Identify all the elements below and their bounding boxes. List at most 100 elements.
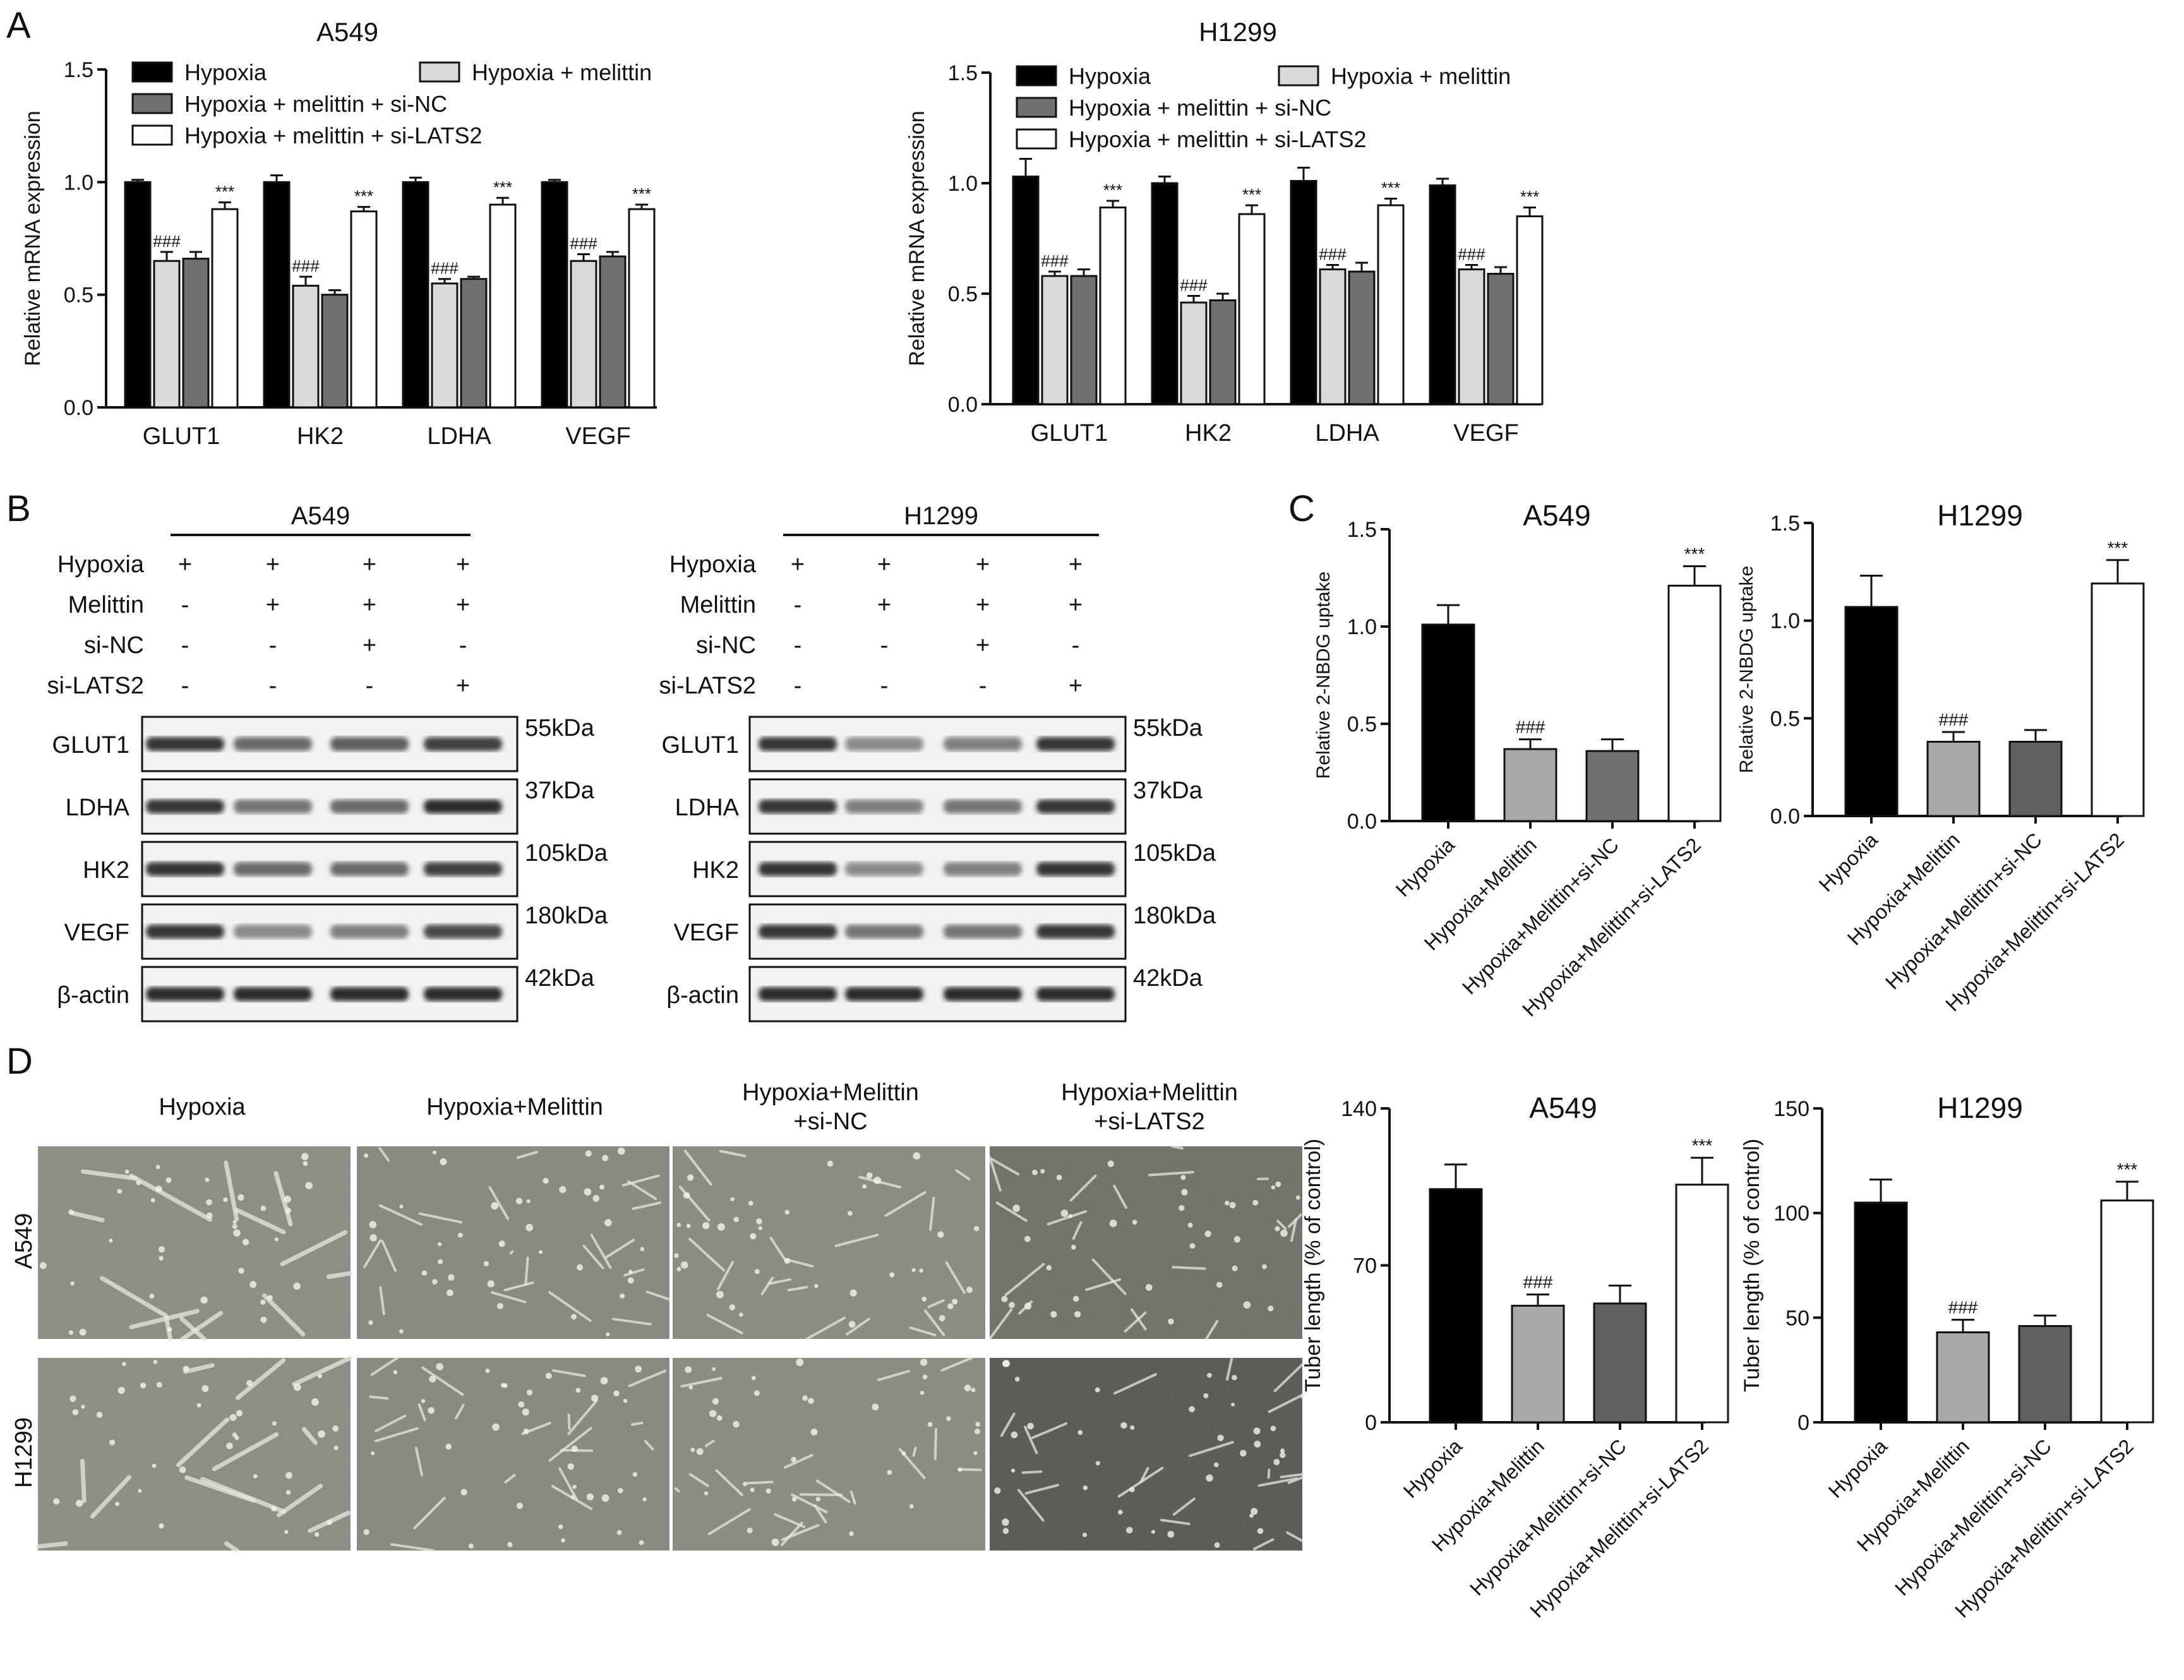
cell-network-strand (1117, 1467, 1164, 1498)
legend-swatch (1016, 128, 1057, 150)
bar (570, 260, 597, 409)
cell-network-strand (783, 1454, 813, 1469)
cell-dot (457, 1232, 463, 1238)
cell-dot (155, 1165, 160, 1170)
cell-dot (253, 1474, 258, 1479)
cell-dot (919, 1268, 923, 1273)
cell-dot (716, 1415, 723, 1421)
significance-mark: *** (2117, 1160, 2138, 1179)
bar (628, 208, 656, 409)
cell-network-strand (706, 1314, 743, 1335)
cell-dot (153, 1360, 158, 1364)
cell-network-strand (200, 1477, 287, 1515)
x-tick-label: GLUT1 (143, 423, 220, 450)
cell-network-strand (1047, 1210, 1087, 1226)
cell-network-strand (927, 1299, 945, 1309)
cell-dot (81, 1405, 85, 1409)
cell-dot (274, 1237, 279, 1242)
cell-dot (1040, 1168, 1045, 1174)
cell-dot (1024, 1235, 1031, 1242)
cell-dot (1213, 1462, 1219, 1467)
cell-dot (69, 1395, 76, 1402)
cell-dot (758, 1226, 763, 1230)
cell-dot (753, 1390, 760, 1396)
x-tick-label: Hypoxia+Melittin+si-NC (1890, 1434, 2056, 1600)
y-tick-label: 140 (1341, 1097, 1377, 1121)
cell-dot (739, 1312, 743, 1317)
cell-dot (1107, 1160, 1114, 1167)
cell-dot (492, 1423, 500, 1431)
condition-mark: + (976, 551, 990, 578)
cell-dot (272, 1421, 277, 1426)
cell-dot (686, 1223, 691, 1228)
cell-network-strand (378, 1147, 390, 1162)
legend-swatch (1016, 65, 1057, 87)
cell-network-strand (488, 1185, 509, 1220)
cell-network-strand (414, 1446, 424, 1477)
protein-label: LDHA (66, 795, 130, 821)
cell-dot (371, 1451, 375, 1456)
cell-network-strand (933, 1428, 937, 1460)
cell-dot (1243, 1301, 1251, 1309)
cell-dot (1257, 1528, 1264, 1534)
x-tick-label: Hypoxia+Melittin+si-NC (1458, 833, 1623, 999)
condition-mark: + (456, 592, 470, 618)
cell-network-strand (688, 1473, 709, 1487)
chart-c-h1299: H1299 Relative 2-NBDG uptake 0.0 0.5 1.0 1.5 H… (1736, 499, 2145, 1016)
cell-network-strand (716, 1261, 735, 1290)
micrograph-column-header: Hypoxia+Melittin (1061, 1079, 1238, 1106)
bar (182, 258, 210, 409)
cell-dot (748, 1201, 753, 1206)
cell-network-strand (816, 1479, 851, 1503)
cell-dot (333, 1445, 339, 1451)
cell-network-strand (877, 1369, 910, 1381)
bar (2018, 1325, 2072, 1424)
cell-dot (849, 1289, 857, 1297)
bar (541, 181, 568, 409)
chart-d-a549: A549 Tuber length (% of control) 0 70 140 Hyp… (1301, 1091, 1729, 1622)
bar (1209, 299, 1237, 405)
cell-network-strand (644, 1440, 654, 1451)
cell-dot (76, 1499, 83, 1507)
bar (2008, 740, 2063, 817)
legend-label: Hypoxia + melittin (472, 59, 652, 85)
cell-dot (285, 1490, 291, 1495)
cell-dot (1132, 1220, 1137, 1225)
cell-network-strand (1024, 1484, 1059, 1495)
cell-dot (399, 1329, 404, 1334)
cell-dot (973, 1451, 978, 1455)
cell-dot (957, 1467, 963, 1472)
condition-mark: - (1072, 632, 1080, 659)
western-blot-h1299: H1299 Hypoxia + + + + Melittin - + + + si-NC - - + - si-… (659, 502, 1216, 1023)
cell-dot (1009, 1302, 1015, 1309)
band (944, 987, 1022, 1001)
cell-dot (1120, 1422, 1127, 1429)
condition-label: si-LATS2 (47, 673, 144, 699)
micrograph-column-header: +si-LATS2 (1094, 1108, 1205, 1135)
cell-dot (200, 1296, 208, 1304)
cell-network-strand (370, 1357, 399, 1376)
panel-letter-b: B (6, 488, 31, 529)
y-tick-label: 70 (1353, 1254, 1377, 1278)
cell-network-strand (390, 1543, 435, 1552)
micrograph-row-label: A549 (11, 1213, 37, 1269)
cell-dot (229, 1413, 237, 1421)
cell-dot (232, 1220, 237, 1225)
cell-dot (445, 1443, 452, 1450)
legend-swatch (1016, 97, 1057, 118)
cell-dot (617, 1147, 625, 1155)
x-tick-label: Hypoxia (1391, 833, 1459, 901)
cell-dot (249, 1281, 257, 1288)
cell-dot (196, 1403, 201, 1408)
band (234, 800, 312, 813)
cell-network-strand (567, 1413, 571, 1430)
cell-network-strand (302, 1427, 318, 1445)
cell-dot (1280, 1229, 1288, 1237)
cell-network-strand (605, 1239, 635, 1259)
cell-dot (159, 1256, 164, 1261)
cell-dot (716, 1290, 724, 1299)
cell-dot (232, 1223, 237, 1229)
band (146, 800, 224, 813)
significance-mark: *** (1692, 1136, 1713, 1155)
x-tick-label: HK2 (297, 423, 344, 450)
